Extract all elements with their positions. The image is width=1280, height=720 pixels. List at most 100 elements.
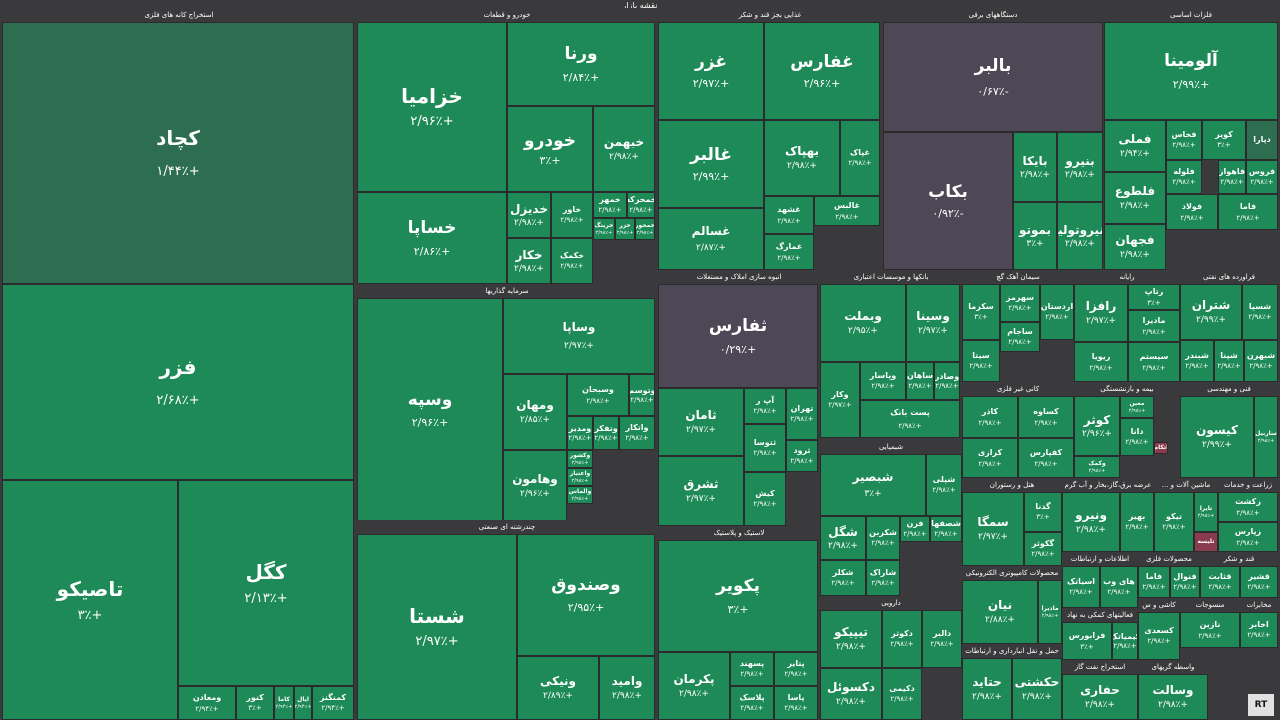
stock-tile[interactable]: ومدیر +۲/۹۸٪	[567, 416, 593, 450]
stock-tile[interactable]: وصندوق +۲/۹۵٪	[517, 534, 655, 656]
stock-tile[interactable]: خزر +۲/۹۸٪	[615, 218, 635, 240]
stock-tile[interactable]: خزامیا +۲/۹۶٪	[357, 22, 507, 192]
stock-tile[interactable]: وسپه +۲/۹۶٪	[357, 298, 503, 522]
stock-tile[interactable]: ونیرو +۲/۹۸٪	[1062, 492, 1120, 552]
stock-tile[interactable]: خبهمن +۲/۹۸٪	[593, 106, 655, 192]
stock-tile[interactable]: وهامون +۲/۹۶٪	[503, 450, 567, 522]
stock-tile[interactable]: زکشت +۲/۹۸٪	[1218, 492, 1278, 522]
stock-tile[interactable]: کنور +۳٪	[236, 686, 274, 720]
stock-tile[interactable]: حکشتی +۲/۹۸٪	[1012, 658, 1062, 720]
stock-tile[interactable]: ومعادن +۲/۹۴٪	[178, 686, 236, 720]
stock-tile[interactable]: بنیرو +۲/۹۸٪	[1057, 132, 1103, 202]
stock-tile[interactable]: غالبس +۲/۹۸٪	[814, 196, 880, 226]
stock-tile[interactable]: کرازی +۲/۹۸٪	[962, 438, 1018, 478]
stock-tile[interactable]: بنیروتولید+۲/۹۸٪	[1057, 202, 1103, 270]
stock-tile[interactable]: قثابت +۲/۹۸٪	[1200, 566, 1240, 598]
stock-tile[interactable]: شصفها +۲/۹۸٪	[930, 516, 962, 542]
stock-tile[interactable]: وامید +۲/۹۸٪	[599, 656, 655, 720]
stock-tile[interactable]: فرابورس +۳٪	[1062, 622, 1112, 660]
stock-tile[interactable]: مادیرا +۲/۹۸٪	[1128, 310, 1180, 342]
stock-tile[interactable]: دکسوئل +۲/۹۸٪	[820, 668, 882, 720]
stock-tile[interactable]: گدنا +۳٪	[1024, 492, 1062, 532]
stock-tile[interactable]: پکویر +۳٪	[658, 540, 818, 652]
stock-tile[interactable]: والماس +۲/۹۸٪	[567, 486, 593, 504]
stock-tile[interactable]: نازین +۲/۹۸٪	[1180, 612, 1240, 648]
stock-tile[interactable]: وکمک +۲/۹۸٪	[1074, 456, 1120, 478]
stock-tile[interactable]: شبندر +۲/۹۸٪	[1180, 340, 1214, 382]
stock-tile[interactable]: ثفارس +۰/۲۹٪	[658, 284, 818, 388]
stock-tile[interactable]: اردستان +۲/۹۸٪	[1040, 284, 1074, 340]
stock-tile[interactable]: غالبر +۲/۹۹٪	[658, 120, 764, 208]
stock-tile[interactable]: سکرما +۳٪	[962, 284, 1000, 340]
stock-tile[interactable]: ثرود +۲/۹۸٪	[786, 440, 818, 472]
stock-tile[interactable]: پتایر +۲/۹۸٪	[774, 652, 818, 686]
stock-tile[interactable]: پست بانک +۲/۹۸٪	[860, 400, 960, 438]
stock-tile[interactable]: فاهواز +۲/۹۸٪	[1218, 160, 1246, 194]
stock-tile[interactable]: کگل +۲/۱۳٪	[178, 480, 354, 686]
stock-tile[interactable]: ورنا +۲/۸۴٪	[507, 22, 655, 106]
stock-tile[interactable]: خمحور +۲/۹۸٪	[635, 218, 655, 240]
stock-tile[interactable]: بالبر -۰/۶۷٪	[883, 22, 1103, 132]
stock-tile[interactable]: ونیکی +۲/۸۹٪	[517, 656, 599, 720]
stock-tile[interactable]: غفارس +۲/۹۶٪	[764, 22, 880, 120]
stock-tile[interactable]: سهرمز +۲/۹۸٪	[1000, 284, 1040, 322]
stock-tile[interactable]: فنوال +۲/۹۸٪	[1170, 566, 1200, 598]
stock-tile[interactable]: پاسا +۲/۹۸٪	[774, 686, 818, 720]
stock-tile[interactable]: معین +۲/۹۸٪	[1120, 396, 1154, 418]
stock-tile[interactable]: گکوثر +۲/۹۸٪	[1024, 532, 1062, 566]
stock-tile[interactable]: اخابر +۲/۹۸٪	[1240, 612, 1278, 648]
stock-tile[interactable]: وتفکر +۲/۹۸٪	[593, 416, 619, 450]
stock-tile[interactable]: خمحرکه+۲/۹۸٪	[627, 192, 655, 218]
stock-tile[interactable]: آلومینا +۲/۹۹٪	[1104, 22, 1278, 120]
stock-tile[interactable]: واتکار +۲/۹۸٪	[619, 416, 655, 450]
stock-tile[interactable]: آپ ر +۲/۹۸٪	[744, 388, 786, 424]
stock-tile[interactable]: فولاد +۲/۹۸٪	[1166, 194, 1218, 230]
stock-tile[interactable]: شبصیر +۳٪	[820, 454, 926, 516]
stock-tile[interactable]: ساربیل +۲/۹۸٪	[1254, 396, 1278, 478]
stock-tile[interactable]: ثشرق +۲/۹۷٪	[658, 456, 744, 526]
stock-tile[interactable]: غمارگ +۲/۹۸٪	[764, 234, 814, 270]
stock-tile[interactable]: دپارا	[1246, 120, 1278, 160]
stock-tile[interactable]: کیسون +۲/۹۹٪	[1180, 396, 1254, 478]
stock-tile[interactable]: شپلی +۲/۹۸٪	[926, 454, 962, 516]
stock-tile[interactable]: خکار +۲/۹۸٪	[507, 238, 551, 284]
stock-tile[interactable]: فملی +۲/۹۴٪	[1104, 120, 1166, 172]
stock-tile[interactable]: وکار +۲/۹۷٪	[820, 362, 860, 438]
stock-tile[interactable]: تاصیکو +۳٪	[2, 480, 178, 720]
stock-tile[interactable]: شتران +۲/۹۹٪	[1180, 284, 1242, 340]
stock-tile[interactable]: بهیر +۲/۹۸٪	[1120, 492, 1154, 552]
stock-tile[interactable]: کفپارس +۲/۹۸٪	[1018, 438, 1074, 478]
stock-tile[interactable]: دکیمی +۲/۹۸٪	[882, 668, 922, 720]
stock-tile[interactable]: وساپا +۲/۹۷٪	[503, 298, 655, 374]
stock-tile[interactable]: ساهان +۲/۹۸٪	[906, 362, 934, 400]
stock-tile[interactable]: کیش +۲/۹۸٪	[744, 472, 786, 526]
stock-tile[interactable]: وسینا +۲/۹۷٪	[906, 284, 960, 362]
stock-tile[interactable]: مادیرا +۲/۹۸٪	[1038, 580, 1062, 644]
stock-tile[interactable]: اسیاتک +۲/۹۸٪	[1062, 566, 1100, 608]
stock-tile[interactable]: خاور +۲/۹۸٪	[551, 192, 593, 238]
stock-tile[interactable]: وصادر +۲/۹۸٪	[934, 362, 960, 400]
stock-tile[interactable]: شبهرن +۲/۹۸٪	[1244, 340, 1278, 382]
stock-tile[interactable]: سیتا +۲/۹۸٪	[962, 340, 1000, 382]
stock-tile[interactable]: کویر +۳٪	[1202, 120, 1246, 160]
stock-tile[interactable]: خساپا +۲/۸۶٪	[357, 192, 507, 284]
stock-tile[interactable]: وکشور +۲/۹۸٪	[567, 450, 593, 468]
stock-tile[interactable]: غپاک +۲/۹۸٪	[840, 120, 880, 196]
stock-tile[interactable]: شپنا +۲/۹۸٪	[1214, 340, 1244, 382]
stock-tile[interactable]: بکاب -۰/۹۲٪	[883, 132, 1013, 270]
stock-tile[interactable]: های وب +۲/۹۸٪	[1100, 566, 1138, 608]
stock-tile[interactable]: بموتو +۳٪	[1013, 202, 1057, 270]
stock-tile[interactable]: حفاری +۲/۹۸٪	[1062, 674, 1138, 720]
stock-tile[interactable]: ایال +۲/۹۴٪	[294, 686, 312, 720]
stock-tile[interactable]: کساوه +۲/۹۸٪	[1018, 396, 1074, 438]
stock-tile[interactable]: شاراک +۲/۹۸٪	[866, 560, 900, 596]
stock-tile[interactable]: وبملت +۲/۹۵٪	[820, 284, 906, 362]
stock-tile[interactable]: کمنگنز +۲/۹۴٪	[312, 686, 354, 720]
stock-tile[interactable]: دانا +۲/۹۸٪	[1120, 418, 1154, 456]
stock-tile[interactable]: خمهر +۲/۹۸٪	[593, 192, 627, 218]
stock-tile[interactable]: زپارس +۲/۹۸٪	[1218, 522, 1278, 552]
stock-tile[interactable]: شکربن +۲/۹۸٪	[866, 516, 900, 560]
stock-tile[interactable]: فزر +۲/۶۸٪	[2, 284, 354, 480]
stock-tile[interactable]: شگل +۲/۹۸٪	[820, 516, 866, 560]
stock-tile[interactable]: فاما +۲/۹۸٪	[1138, 566, 1170, 598]
